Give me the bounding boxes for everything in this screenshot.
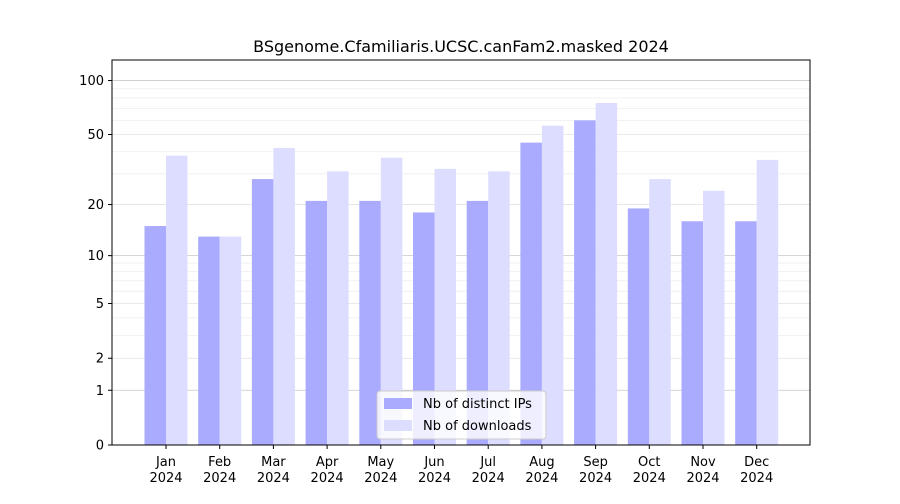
legend: Nb of distinct IPs Nb of downloads	[376, 390, 547, 440]
y-tick-label: 10	[87, 249, 104, 264]
x-tick-label-month: Jun	[423, 455, 444, 470]
bar-distinct-ips	[466, 200, 489, 445]
x-tick-label-year: 2024	[579, 471, 612, 486]
bar-distinct-ips	[305, 200, 328, 445]
x-tick-label-year: 2024	[472, 471, 505, 486]
x-tick-label-month: Mar	[261, 455, 286, 470]
bar-downloads	[327, 171, 349, 445]
y-tick-label: 2	[96, 352, 104, 367]
x-tick-label-year: 2024	[311, 471, 344, 486]
x-tick-label-month: Nov	[690, 455, 716, 470]
plot-frame	[111, 59, 811, 446]
x-tick-label-year: 2024	[257, 471, 290, 486]
y-axis: 0 1 2 5 10 20 50 100	[79, 74, 112, 454]
x-tick-label-month: Jan	[155, 455, 176, 470]
x-tick-label-month: Sep	[583, 455, 608, 470]
bar-downloads	[488, 171, 510, 445]
bar-distinct-ips	[520, 142, 542, 445]
x-tick-label-month: Apr	[316, 455, 339, 470]
x-tick-label-year: 2024	[149, 471, 182, 486]
bar-downloads	[273, 147, 295, 446]
legend-swatch	[384, 398, 412, 409]
x-tick-label-month: Jul	[479, 455, 496, 470]
x-tick-label-year: 2024	[364, 471, 397, 486]
x-tick-label-year: 2024	[740, 471, 773, 486]
bar-distinct-ips	[627, 208, 650, 445]
bar-downloads	[756, 159, 779, 445]
bar-distinct-ips	[359, 200, 381, 445]
bar-downloads	[434, 168, 456, 445]
bar-distinct-ips	[735, 221, 757, 445]
legend-label: Nb of downloads	[423, 419, 532, 434]
bar-downloads	[380, 157, 403, 445]
bar-distinct-ips	[251, 179, 274, 445]
x-tick-label-year: 2024	[203, 471, 236, 486]
x-tick-label-month: Aug	[529, 455, 554, 470]
bar-downloads	[595, 102, 618, 446]
x-tick-label-year: 2024	[525, 471, 558, 486]
x-tick-label-year: 2024	[686, 471, 719, 486]
bar-distinct-ips	[144, 226, 166, 445]
y-tick-label: 0	[96, 439, 104, 454]
x-axis: Jan2024Feb2024Mar2024Apr2024May2024Jun20…	[149, 445, 773, 486]
y-tick-label: 5	[96, 297, 104, 312]
legend-swatch	[384, 420, 412, 431]
x-tick-label-month: Oct	[638, 455, 660, 470]
y-tick-label: 100	[79, 74, 104, 89]
bar-distinct-ips	[574, 120, 596, 446]
x-tick-label-month: Feb	[208, 455, 231, 470]
bar-downloads	[649, 179, 671, 445]
bar-distinct-ips	[198, 236, 220, 445]
legend-box	[376, 390, 547, 440]
x-tick-label-month: Dec	[744, 455, 769, 470]
bar-distinct-ips	[681, 221, 703, 445]
bars	[144, 102, 779, 446]
bar-downloads	[541, 125, 564, 445]
x-tick-label-year: 2024	[418, 471, 451, 486]
bar-downloads	[166, 155, 188, 446]
legend-label: Nb of distinct IPs	[423, 397, 532, 412]
x-tick-label-month: May	[367, 455, 394, 470]
bar-distinct-ips	[413, 212, 435, 445]
x-tick-label-year: 2024	[633, 471, 666, 486]
bar-downloads	[703, 190, 725, 445]
y-tick-label: 20	[87, 198, 104, 213]
bar-downloads	[219, 236, 242, 445]
y-tick-label: 50	[87, 128, 104, 143]
y-tick-label: 1	[96, 384, 104, 399]
chart-title: BSgenome.Cfamiliaris.UCSC.canFam2.masked…	[253, 37, 669, 56]
